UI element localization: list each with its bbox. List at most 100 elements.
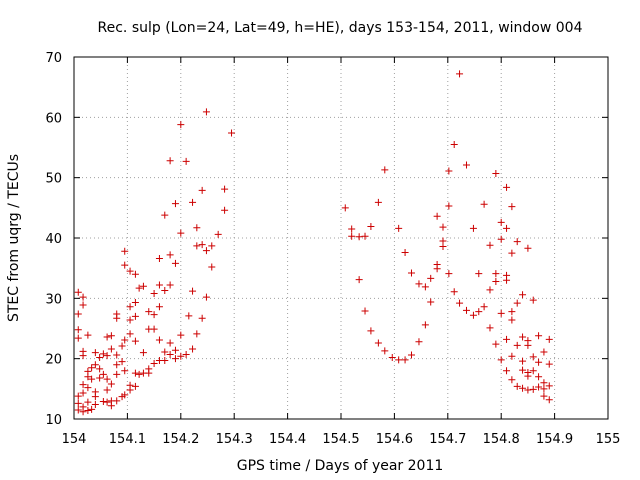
data-point xyxy=(74,392,82,400)
data-point xyxy=(427,274,435,282)
data-point xyxy=(341,204,349,212)
data-point xyxy=(508,249,516,257)
data-point xyxy=(99,398,107,406)
x-tick-label: 154.9 xyxy=(536,432,573,447)
data-point xyxy=(535,373,543,381)
data-point xyxy=(439,237,447,245)
data-point xyxy=(492,169,500,177)
x-tick-label: 154 xyxy=(62,432,87,447)
data-point xyxy=(540,385,548,393)
data-point xyxy=(503,276,511,284)
data-point xyxy=(545,382,553,390)
y-tick-label: 10 xyxy=(45,413,62,428)
data-point xyxy=(221,206,229,214)
data-point xyxy=(84,331,92,339)
data-point xyxy=(121,336,129,344)
data-point xyxy=(88,405,96,413)
data-point xyxy=(145,369,153,377)
data-point xyxy=(193,330,201,338)
data-point xyxy=(535,383,543,391)
data-point xyxy=(513,382,521,390)
data-point xyxy=(519,357,527,365)
data-point xyxy=(126,386,134,394)
data-point xyxy=(519,333,527,341)
data-point xyxy=(407,351,415,359)
chart-title: Rec. sulp (Lon=24, Lat=49, h=HE), days 1… xyxy=(98,20,583,36)
data-point xyxy=(135,370,143,378)
data-point xyxy=(107,345,115,353)
data-point xyxy=(131,337,139,345)
data-point xyxy=(185,312,193,320)
data-point xyxy=(150,311,158,319)
data-point xyxy=(126,303,134,311)
data-point xyxy=(486,324,494,332)
data-points xyxy=(74,70,553,416)
data-point xyxy=(374,339,382,347)
data-point xyxy=(99,350,107,358)
data-point xyxy=(450,288,458,296)
data-point xyxy=(395,224,403,232)
data-point xyxy=(155,303,163,311)
data-point xyxy=(139,282,147,290)
y-axis-label: STEC from uqrg / TECUs xyxy=(6,154,22,322)
data-point xyxy=(395,356,403,364)
data-point xyxy=(84,373,92,381)
data-point xyxy=(150,359,158,367)
data-point xyxy=(503,367,511,375)
data-point xyxy=(107,332,115,340)
data-point xyxy=(79,293,87,301)
data-point xyxy=(401,248,409,256)
data-point xyxy=(74,334,82,342)
data-point xyxy=(103,398,111,406)
data-point xyxy=(99,370,107,378)
data-point xyxy=(166,339,174,347)
data-point xyxy=(208,263,216,271)
y-tick-label: 70 xyxy=(45,51,62,66)
data-point xyxy=(524,386,532,394)
y-tick-label: 30 xyxy=(45,292,62,307)
data-point xyxy=(84,384,92,392)
data-point xyxy=(74,288,82,296)
data-point xyxy=(497,309,505,317)
data-point xyxy=(193,242,201,250)
data-point xyxy=(171,259,179,267)
data-point xyxy=(381,347,389,355)
data-point xyxy=(529,353,537,361)
data-point xyxy=(524,244,532,252)
data-point xyxy=(131,312,139,320)
data-point xyxy=(198,314,206,322)
data-point xyxy=(439,223,447,231)
x-tick-label: 154.5 xyxy=(322,432,359,447)
data-point xyxy=(161,286,169,294)
data-point xyxy=(508,352,516,360)
data-point xyxy=(529,367,537,375)
data-point xyxy=(74,399,82,407)
data-point xyxy=(524,341,532,349)
data-point xyxy=(131,369,139,377)
data-point xyxy=(177,229,185,237)
data-point xyxy=(374,198,382,206)
x-tick-label: 154.8 xyxy=(483,432,520,447)
data-point xyxy=(182,350,190,358)
x-tick-label: 154.4 xyxy=(269,432,306,447)
data-point xyxy=(189,345,197,353)
data-point xyxy=(198,241,206,249)
data-point xyxy=(508,203,516,211)
x-tick-label: 154.7 xyxy=(429,432,466,447)
data-point xyxy=(535,332,543,340)
data-point xyxy=(355,276,363,284)
data-point xyxy=(497,235,505,243)
data-point xyxy=(208,242,216,250)
data-point xyxy=(475,308,483,316)
data-point xyxy=(535,358,543,366)
data-point xyxy=(113,361,121,369)
data-point xyxy=(503,183,511,191)
data-point xyxy=(450,140,458,148)
data-point xyxy=(121,261,129,269)
data-point xyxy=(171,355,179,363)
axis-ticks xyxy=(73,56,609,420)
data-point xyxy=(113,370,121,378)
data-point xyxy=(480,200,488,208)
data-point xyxy=(513,238,521,246)
data-point xyxy=(91,349,99,357)
